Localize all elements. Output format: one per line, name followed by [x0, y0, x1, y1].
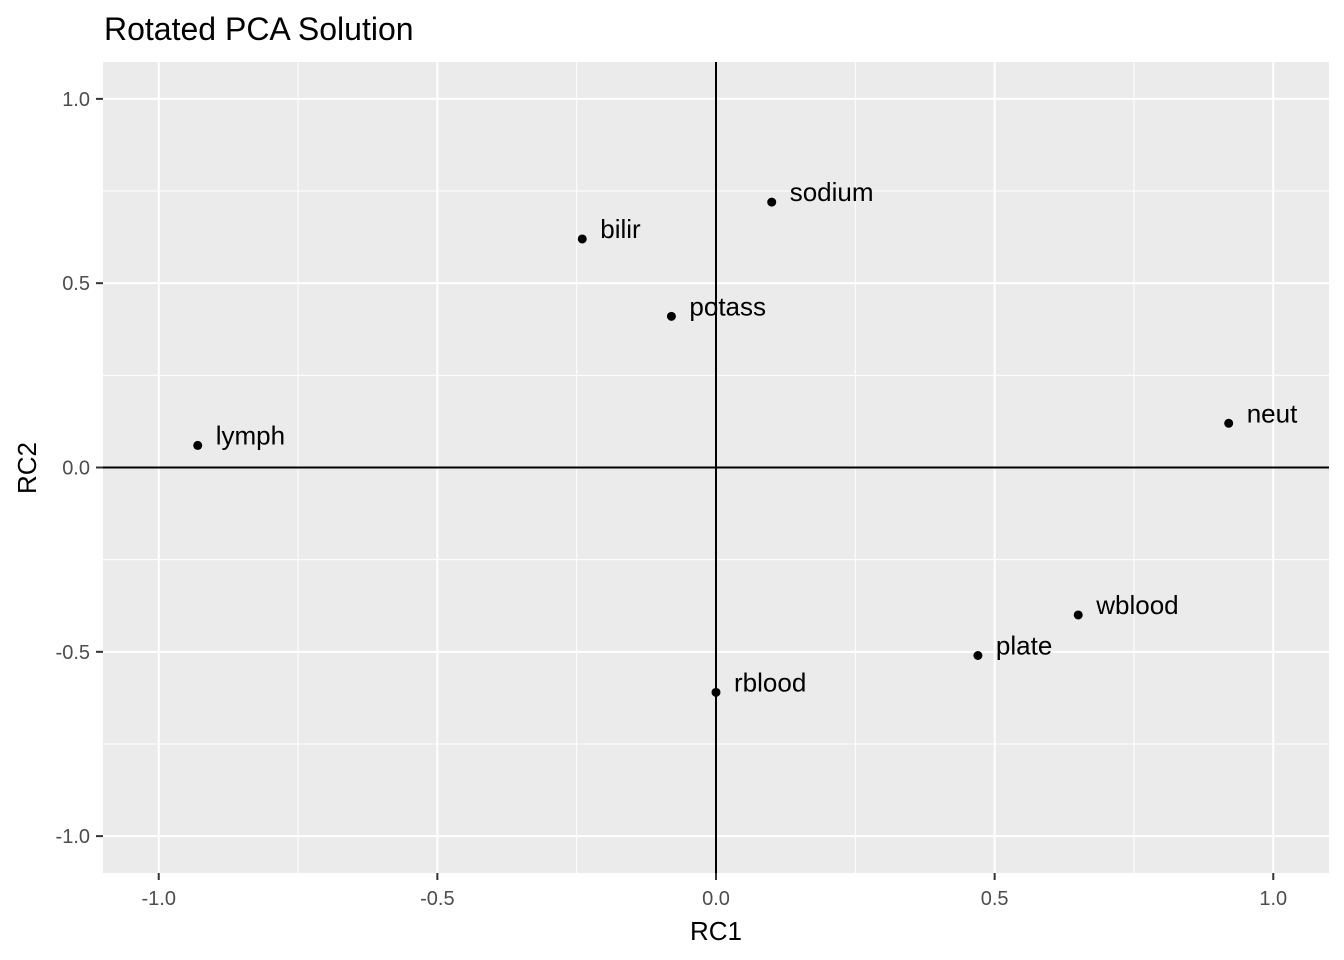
point-label-lymph: lymph — [216, 420, 285, 450]
data-point-rblood — [711, 687, 721, 697]
x-tick-label: 0.0 — [702, 888, 730, 910]
point-labels: sodium bilir potass lymph neut wblood plate rbl… — [216, 177, 1298, 697]
y-tick-label: -0.5 — [56, 642, 90, 664]
x-axis-ticks: -1.0 -0.5 0.0 0.5 1.0 — [141, 873, 1287, 910]
y-tick-label: -1.0 — [56, 826, 90, 848]
data-point-sodium — [767, 197, 777, 207]
data-points — [193, 197, 1234, 697]
point-label-rblood: rblood — [734, 667, 806, 697]
x-tick-label: 1.0 — [1259, 888, 1287, 910]
y-tick-label: 0.0 — [62, 458, 90, 480]
y-axis-title: RC2 — [12, 442, 42, 494]
data-point-neut — [1224, 418, 1234, 428]
point-label-plate: plate — [996, 631, 1052, 661]
point-label-neut: neut — [1247, 398, 1298, 428]
reference-lines — [103, 62, 1329, 873]
data-point-bilir — [577, 234, 587, 244]
chart-title: Rotated PCA Solution — [104, 11, 414, 47]
data-point-wblood — [1073, 610, 1083, 620]
data-point-potass — [666, 311, 676, 321]
point-label-wblood: wblood — [1095, 590, 1178, 620]
data-point-lymph — [193, 440, 203, 450]
x-axis-title: RC1 — [690, 916, 742, 946]
point-label-bilir: bilir — [600, 214, 641, 244]
point-label-sodium: sodium — [790, 177, 874, 207]
y-tick-label: 0.5 — [62, 273, 90, 295]
y-axis-ticks: -1.0 -0.5 0.0 0.5 1.0 — [56, 89, 103, 848]
y-tick-label: 1.0 — [62, 89, 90, 111]
data-point-plate — [973, 651, 983, 661]
point-label-potass: potass — [689, 291, 766, 321]
x-tick-label: -1.0 — [141, 888, 175, 910]
x-tick-label: -0.5 — [420, 888, 454, 910]
x-tick-label: 0.5 — [981, 888, 1009, 910]
